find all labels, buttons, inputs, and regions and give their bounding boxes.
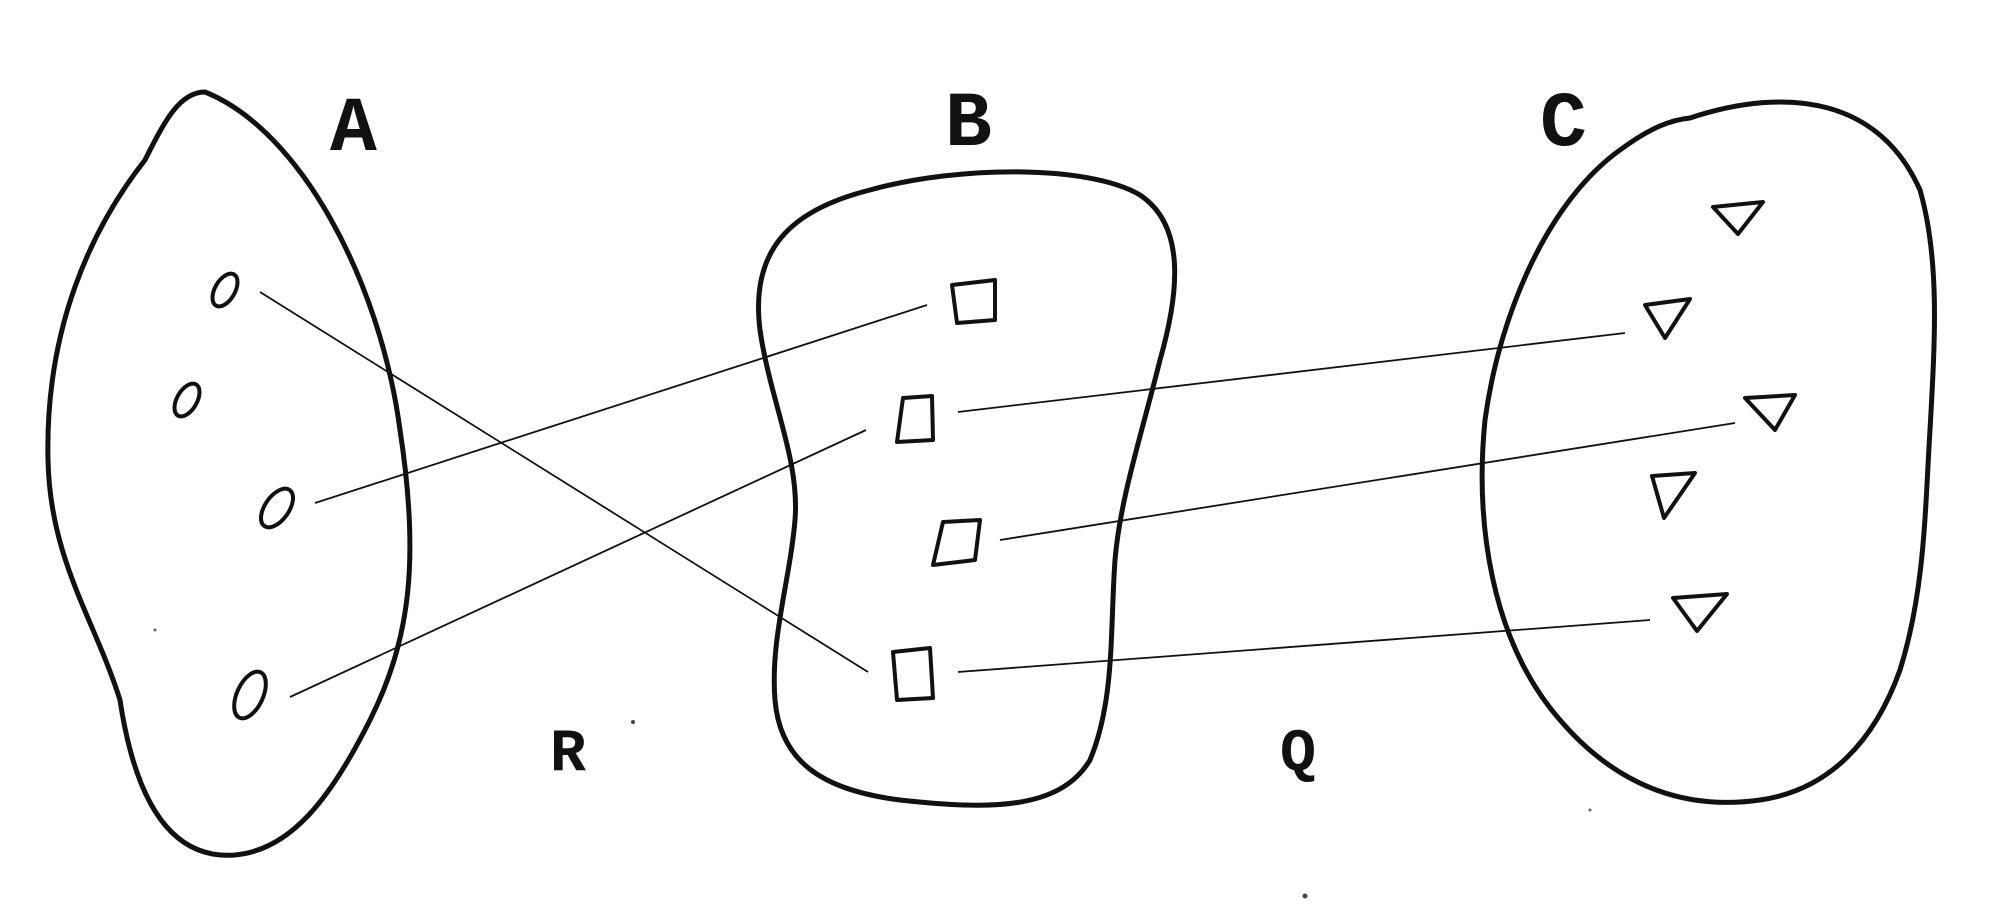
set-a-outline [45,89,413,858]
relation-q-mapping [999,422,1736,541]
set-c-element [1643,297,1692,340]
set-c-element [1743,393,1797,432]
set-c-element [1711,200,1765,236]
relation-q-mapping [957,332,1626,413]
set-b-element [895,394,935,444]
set-b-label: B [945,81,992,169]
relation-q-mapping [957,619,1651,673]
set-b-element [950,278,997,325]
relation-r-mapping [259,291,869,673]
set-a-element [210,271,240,309]
scan-speck [631,720,635,724]
set-c-element [1650,471,1697,520]
set-b-element [931,518,982,567]
set-b-element [891,646,935,702]
set-a-element [259,486,295,530]
relation-r-mapping [314,304,928,504]
scan-speck [153,628,157,632]
set-c-outline [1479,99,1937,805]
set-a-element [172,381,202,419]
relation-r-label: R [550,721,586,789]
set-c-element [1671,592,1729,633]
scan-speck [1302,893,1308,899]
set-c-label: C [1540,81,1587,169]
set-b-outline [756,169,1178,808]
relation-r-mapping [289,429,867,698]
scan-speck [1588,808,1592,812]
relation-q-label: Q [1280,721,1316,789]
set-a-label: A [330,86,377,174]
set-a-element [232,669,268,721]
